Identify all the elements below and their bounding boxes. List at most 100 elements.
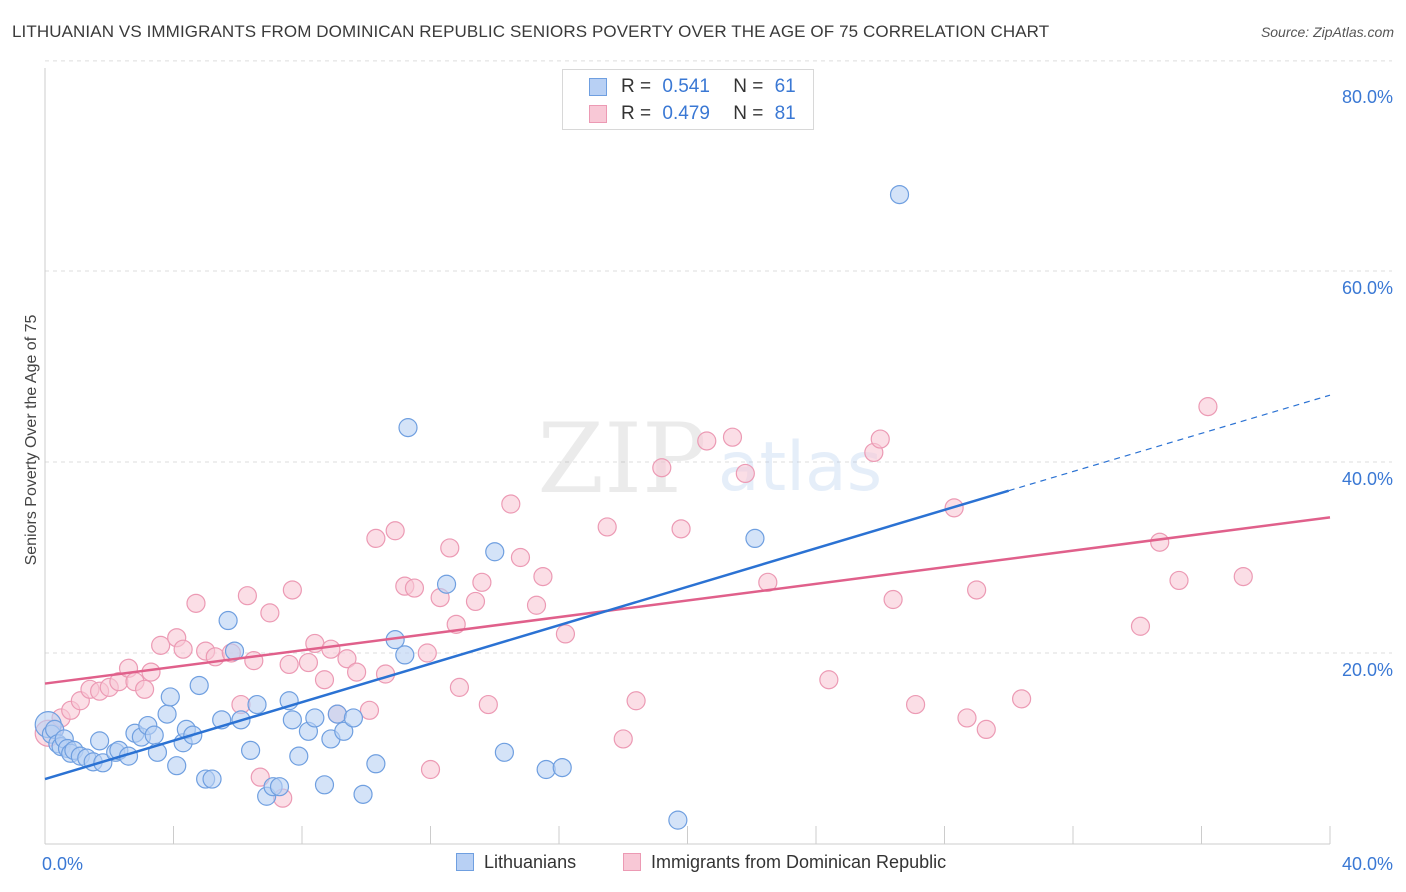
lithuanian-trend-extension — [1008, 394, 1331, 492]
dominican-point — [260, 603, 280, 623]
legend-stats-dominican: R = 0.479 N = 81 — [621, 103, 796, 125]
lithuanian-point — [160, 687, 180, 707]
lithuanian-point — [90, 731, 110, 751]
dominican-point — [870, 429, 890, 449]
dominican-point — [321, 639, 341, 659]
lithuanian-point — [144, 725, 164, 745]
lithuanian-point — [353, 784, 373, 804]
legend-swatch-blue — [589, 78, 607, 96]
watermark: ZIP atlas — [537, 403, 882, 515]
dominican-point — [449, 677, 470, 697]
n-label: N = — [733, 76, 764, 97]
dominican-point — [652, 458, 672, 478]
dominican-point — [186, 593, 206, 613]
dominican-point — [478, 694, 498, 715]
dominican-point — [967, 580, 987, 600]
dominican-point — [735, 463, 755, 484]
legend-item-dominican[interactable]: Immigrants from Dominican Republic — [623, 852, 946, 873]
dominican-point — [1198, 397, 1218, 417]
dominican-point — [385, 521, 405, 541]
source-label: Source: ZipAtlas.com — [1260, 24, 1394, 40]
r-label: R = — [621, 76, 652, 97]
legend-stats-lithuanians: R = 0.541 N = 61 — [621, 76, 796, 98]
dominican-point — [1233, 566, 1253, 587]
lithuanian-point — [343, 708, 363, 728]
legend-swatch-pink — [623, 853, 641, 871]
n-label: N = — [733, 103, 764, 124]
series-legend: Lithuanians Immigrants from Dominican Re… — [0, 852, 1406, 876]
lithuanian-point — [745, 528, 765, 549]
lithuanian-point — [327, 704, 347, 724]
dominican-point — [282, 580, 302, 600]
r-label: R = — [621, 103, 652, 124]
dominican-point — [1130, 616, 1151, 636]
y-axis-label: Seniors Poverty Over the Age of 75 — [23, 314, 40, 566]
dominican-point — [613, 729, 633, 749]
dominican-point — [526, 595, 547, 615]
dominican-point — [250, 767, 270, 787]
dominican-point — [501, 494, 521, 514]
dominican-point — [1150, 532, 1170, 552]
legend-label: Immigrants from Dominican Republic — [651, 852, 947, 872]
dominican-point — [957, 708, 977, 728]
lithuanian-point — [202, 769, 222, 789]
x-tick-label: 0.0% — [42, 854, 83, 874]
grid-layer — [45, 60, 1392, 654]
lithuanian-point — [536, 759, 556, 780]
lithuanian-point — [494, 742, 514, 762]
lithuanian-point — [167, 756, 187, 776]
dominican-point — [697, 431, 717, 451]
y-tick-label: 80.0% — [1342, 87, 1393, 107]
tick-labels: 20.0% 40.0% 60.0% 80.0% 0.0% 40.0% — [42, 87, 1393, 874]
dominican-point — [465, 591, 486, 612]
lithuanian-point — [485, 542, 505, 562]
n-value: 61 — [774, 76, 796, 97]
dominican-point — [722, 427, 743, 447]
legend-label: Lithuanians — [484, 852, 577, 872]
dominican-point — [337, 649, 357, 669]
dominican-point — [347, 662, 367, 682]
dominican-point — [671, 519, 691, 539]
dominican-point — [533, 566, 553, 587]
dominican-point — [510, 547, 531, 568]
dominican-point — [151, 635, 171, 655]
dominican-point — [420, 759, 441, 780]
dominican-point — [298, 652, 319, 673]
lithuanian-point — [282, 710, 302, 730]
dominican-point — [440, 538, 460, 558]
dominican-point — [314, 670, 335, 690]
x-tick-label: 40.0% — [1342, 854, 1393, 874]
dominican-trend-line — [44, 516, 1331, 685]
r-value: 0.479 — [662, 103, 710, 124]
lithuanian-point — [241, 740, 261, 761]
dominican-point — [883, 589, 903, 610]
legend-swatch-pink — [589, 105, 607, 123]
lithuanian-point — [889, 185, 910, 205]
lithuanian-trend-line — [44, 489, 1010, 781]
lithuanian-points — [34, 185, 910, 830]
y-tick-label: 60.0% — [1342, 278, 1393, 298]
legend-item-lithuanians[interactable]: Lithuanians — [456, 852, 576, 873]
dominican-point — [819, 670, 839, 690]
lithuanian-point — [314, 775, 335, 795]
lithuanian-point — [269, 777, 290, 797]
r-value: 0.541 — [662, 76, 710, 97]
watermark-zip: ZIP — [537, 403, 706, 515]
dominican-point — [359, 700, 380, 720]
dominican-point — [417, 643, 437, 663]
lithuanian-point — [334, 721, 354, 741]
dominican-point — [905, 694, 926, 715]
dominican-point — [173, 639, 193, 659]
dominican-point — [555, 624, 576, 644]
lithuanian-point — [189, 675, 209, 696]
y-tick-label: 40.0% — [1342, 469, 1393, 489]
lithuanian-point — [552, 757, 572, 778]
dominican-point — [404, 578, 425, 598]
dominican-point — [1011, 689, 1032, 709]
lithuanian-point — [395, 645, 415, 665]
lithuanian-point — [305, 708, 325, 728]
n-value: 81 — [774, 103, 796, 124]
chart-title: LITHUANIAN VS IMMIGRANTS FROM DOMINICAN … — [12, 22, 1050, 41]
lithuanian-point — [398, 418, 418, 438]
